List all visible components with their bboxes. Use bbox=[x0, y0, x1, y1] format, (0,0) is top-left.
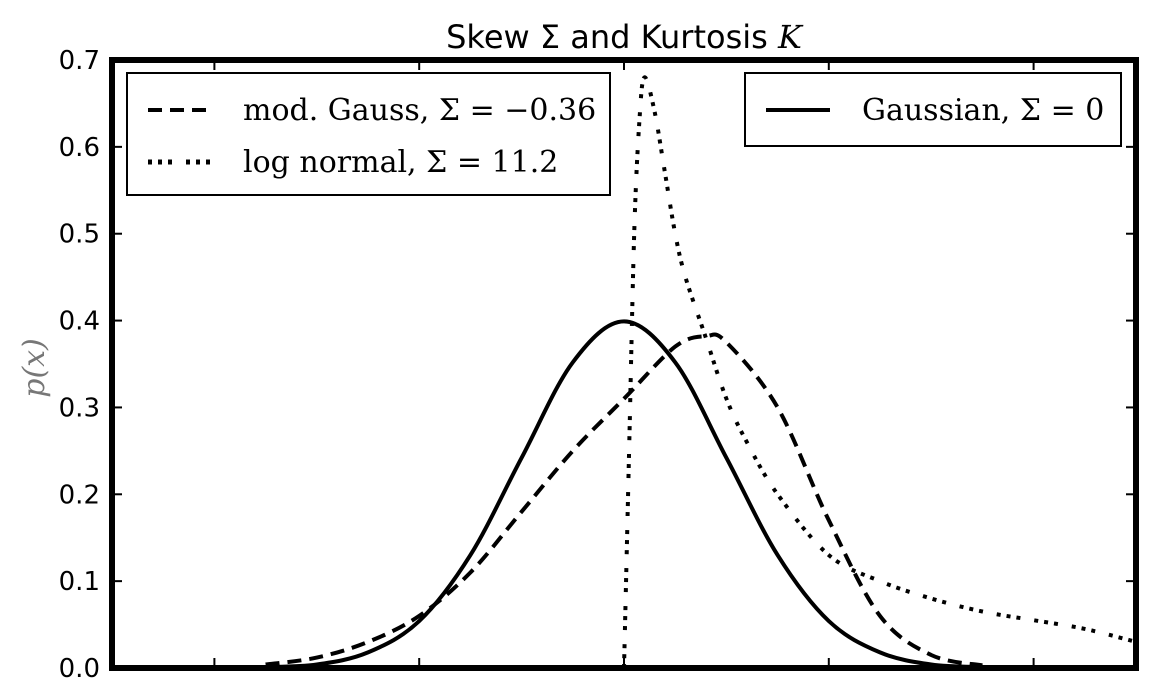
y-tick-label: 0.2 bbox=[59, 480, 100, 510]
y-tick-label: 0.4 bbox=[59, 307, 100, 337]
y-tick-label: 0.1 bbox=[59, 567, 100, 597]
series-line-mod-gauss bbox=[265, 332, 983, 668]
y-tick-label: 0.0 bbox=[59, 654, 100, 684]
y-ticks: 0.0 0.1 0.2 0.3 0.4 0.5 0.6 0.7 bbox=[59, 46, 1136, 684]
chart-title-var: K bbox=[777, 18, 804, 56]
legend-right: Gaussian, Σ = 0 bbox=[744, 72, 1122, 147]
plot-frame bbox=[109, 57, 1139, 671]
chart-title: Skew Σ and Kurtosis K bbox=[446, 18, 804, 56]
series-line-log-normal bbox=[622, 75, 1137, 669]
legend-left-box bbox=[126, 72, 611, 196]
legend-label-mod-gauss: mod. Gauss, Σ = −0.36 bbox=[243, 93, 596, 128]
y-tick-label: 0.3 bbox=[59, 393, 100, 423]
legend-left: mod. Gauss, Σ = −0.36 log normal, Σ = 11… bbox=[126, 72, 611, 196]
series-layer bbox=[265, 75, 1137, 670]
series-line-gaussian bbox=[265, 319, 983, 670]
y-tick-label: 0.6 bbox=[59, 133, 100, 163]
chart-title-prefix: Skew Σ and Kurtosis bbox=[446, 18, 778, 56]
y-tick-label: 0.5 bbox=[59, 220, 100, 250]
y-tick-label: 0.7 bbox=[59, 46, 100, 76]
legend-label-gaussian: Gaussian, Σ = 0 bbox=[862, 93, 1104, 128]
y-axis-label: p(x) bbox=[17, 338, 52, 398]
legend-label-log-normal: log normal, Σ = 11.2 bbox=[243, 145, 558, 180]
